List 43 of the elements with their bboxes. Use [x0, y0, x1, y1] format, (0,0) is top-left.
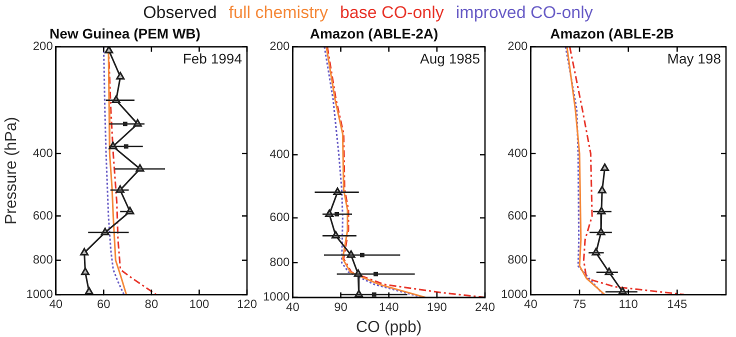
y-tick-label: 800 [270, 254, 290, 269]
chart-title: New Guinea (PEM WB) [50, 25, 200, 42]
x-tick-label: 240 [474, 300, 496, 314]
y-tick-label: 600 [32, 208, 54, 222]
point [116, 72, 125, 80]
x-tick-label: 190 [426, 300, 448, 314]
x-tick-label: 120 [236, 297, 258, 312]
y-tick-label: 600 [270, 210, 290, 224]
point [104, 46, 114, 54]
text: improved CO-only [456, 3, 593, 22]
text: Observed [143, 3, 217, 22]
y-tick-label: 600 [508, 208, 528, 222]
x-tick-label: 145 [667, 297, 688, 312]
x-tick-label: 90 [334, 300, 348, 314]
y-tick-label: 200 [508, 39, 528, 54]
y-tick-label: 400 [32, 146, 54, 160]
x-tick-label: 100 [189, 297, 210, 312]
y-axis-title: Pressure (hPa) [3, 116, 20, 224]
text: base CO-only [340, 3, 444, 22]
y-tick-label: 800 [32, 252, 54, 267]
y-tick-label: 400 [270, 147, 290, 162]
point [80, 248, 89, 256]
chart-title: Amazon (ABLE-2A) [310, 25, 438, 42]
y-tick-label: 200 [32, 39, 54, 54]
x-tick-label: 140 [378, 300, 400, 314]
annotation: Aug 1985 [420, 50, 480, 67]
text: full chemistry [228, 3, 328, 22]
point [81, 267, 90, 276]
x-tick-label: 75 [572, 297, 587, 312]
point [84, 287, 94, 295]
chart-title: Amazon (ABLE-2B [550, 25, 674, 42]
annotation: Feb 1994 [182, 50, 242, 67]
y-tick-label: 400 [508, 146, 528, 160]
point [600, 163, 610, 171]
y-tick-label: 800 [508, 252, 528, 267]
line-series [326, 46, 485, 298]
annotation: May 198 [667, 50, 722, 67]
x-tick-label: 110 [618, 297, 638, 312]
x-tick-label: 80 [144, 297, 158, 312]
y-tick-label: 200 [270, 39, 290, 54]
x-tick-label: 60 [96, 297, 111, 312]
x-axis-title: CO (ppb) [356, 318, 422, 336]
point [598, 186, 606, 194]
